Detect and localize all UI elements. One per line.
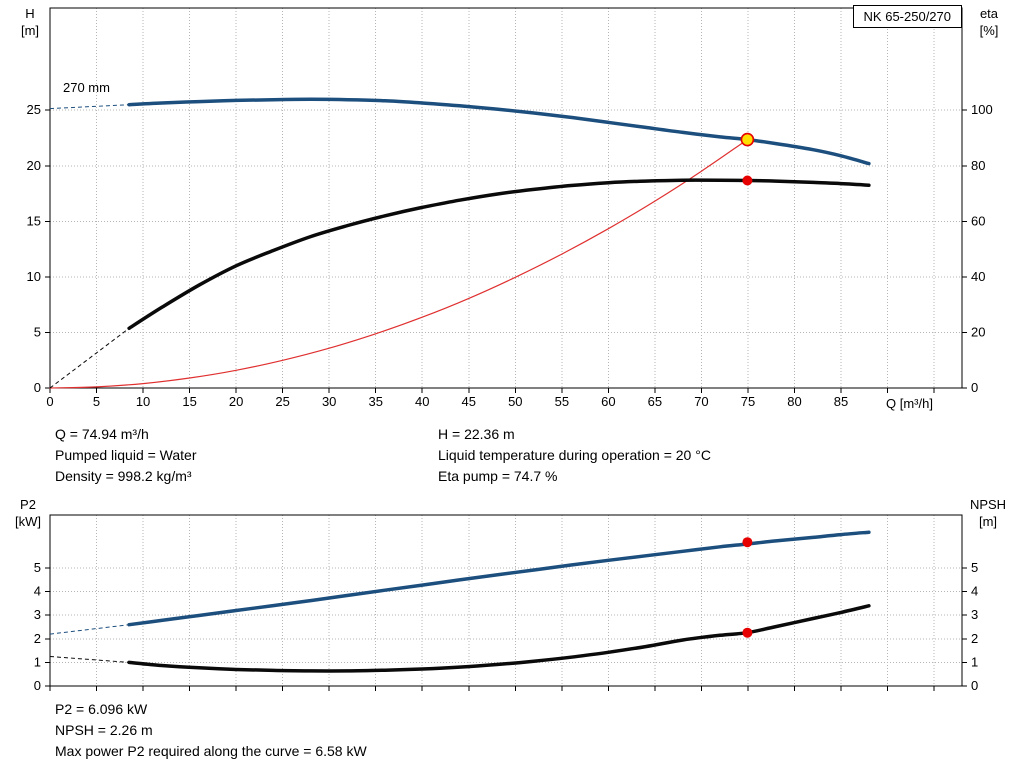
- pumped-liquid-line: Pumped liquid = Water: [55, 447, 197, 463]
- eta-pump-line: Eta pump = 74.7 %: [438, 468, 558, 484]
- svg-text:15: 15: [27, 213, 41, 228]
- svg-text:45: 45: [462, 394, 476, 409]
- svg-text:85: 85: [834, 394, 848, 409]
- svg-text:10: 10: [27, 269, 41, 284]
- svg-text:15: 15: [182, 394, 196, 409]
- svg-text:0: 0: [971, 678, 978, 693]
- plot-frame: [49, 7, 963, 389]
- svg-text:3: 3: [971, 607, 978, 622]
- head-axis-unit-label: H [m]: [10, 5, 50, 39]
- svg-text:5: 5: [34, 324, 41, 339]
- svg-text:35: 35: [368, 394, 382, 409]
- svg-text:1: 1: [971, 654, 978, 669]
- npsh-point-marker: [742, 627, 753, 638]
- series-p2-curve: [127, 530, 871, 627]
- pump-model-box: NK 65-250/270: [852, 5, 962, 28]
- svg-text:5: 5: [34, 560, 41, 575]
- p2-axis-unit: [kW]: [15, 514, 41, 529]
- svg-text:4: 4: [34, 584, 41, 599]
- tick-labels: 0 1 2 3 4 5 0 1 2 3 4 5: [34, 560, 978, 693]
- svg-text:3: 3: [34, 607, 41, 622]
- p2-value-line: P2 = 6.096 kW: [55, 701, 148, 717]
- svg-text:0: 0: [971, 380, 978, 395]
- npsh-value-line: NPSH = 2.26 m: [55, 722, 153, 738]
- liquid-temperature-line: Liquid temperature during operation = 20…: [438, 447, 711, 463]
- svg-text:75: 75: [741, 394, 755, 409]
- svg-text:70: 70: [694, 394, 708, 409]
- p2-axis-symbol: P2: [20, 497, 36, 512]
- svg-text:55: 55: [555, 394, 569, 409]
- npsh-axis-symbol: NPSH: [969, 497, 1007, 512]
- svg-text:65: 65: [648, 394, 662, 409]
- tick-labels: 0 5 10 15 20 25 30 35 40 45 50 55 60 65 70 75 80 85 0 5 10 15…: [27, 102, 993, 409]
- series-npsh-curve-dashed: [49, 656, 130, 663]
- head-value-line: H = 22.36 m: [438, 426, 515, 442]
- chart-p2npsh: 0 1 2 3 4 5 0 1 2 3 4 5: [34, 514, 978, 693]
- impeller-diameter-label: 270 mm: [63, 80, 110, 95]
- svg-text:0: 0: [34, 678, 41, 693]
- p2-point-marker: [742, 537, 753, 548]
- series-head-curve-270mm: [127, 97, 871, 166]
- svg-text:40: 40: [971, 269, 985, 284]
- operating-info-right-column: H = 22.36 m Liquid temperature during op…: [438, 424, 711, 487]
- density-line: Density = 998.2 kg/m³: [55, 468, 192, 484]
- svg-text:4: 4: [971, 584, 978, 599]
- svg-text:5: 5: [971, 560, 978, 575]
- svg-text:20: 20: [27, 158, 41, 173]
- svg-text:80: 80: [971, 158, 985, 173]
- svg-text:60: 60: [971, 213, 985, 228]
- eta-axis-unit: [%]: [979, 23, 999, 38]
- series-efficiency-curve-dashed: [49, 327, 130, 389]
- head-axis-unit: [m]: [20, 23, 40, 38]
- head-axis-symbol: H: [25, 6, 35, 21]
- plot-frame: [49, 514, 963, 687]
- p2-axis-unit-label: P2 [kW]: [6, 496, 50, 530]
- series-npsh-curve: [127, 604, 871, 673]
- flow-axis-label: Q [m³/h]: [886, 396, 933, 411]
- eta-axis-symbol: eta: [979, 6, 999, 21]
- svg-text:80: 80: [787, 394, 801, 409]
- svg-text:20: 20: [229, 394, 243, 409]
- chart-qh: 0 5 10 15 20 25 30 35 40 45 50 55 60 65 70 75 80 85 0 5 10 15…: [27, 7, 993, 409]
- svg-text:100: 100: [971, 102, 993, 117]
- series-efficiency-curve: [127, 178, 871, 331]
- eta-point-marker: [742, 175, 753, 186]
- axis-ticks: [45, 567, 967, 691]
- svg-text:50: 50: [508, 394, 522, 409]
- eta-axis-unit-label: eta [%]: [964, 5, 1014, 39]
- svg-text:30: 30: [322, 394, 336, 409]
- svg-text:40: 40: [415, 394, 429, 409]
- npsh-axis-unit-label: NPSH [m]: [958, 496, 1018, 530]
- svg-text:0: 0: [46, 394, 53, 409]
- svg-text:1: 1: [34, 654, 41, 669]
- flow-value-line: Q = 74.94 m³/h: [55, 426, 149, 442]
- svg-text:2: 2: [971, 631, 978, 646]
- svg-text:25: 25: [275, 394, 289, 409]
- gridlines: [50, 515, 962, 686]
- svg-text:2: 2: [34, 631, 41, 646]
- svg-text:10: 10: [136, 394, 150, 409]
- svg-text:20: 20: [971, 324, 985, 339]
- operating-info-left-column: Q = 74.94 m³/h Pumped liquid = Water Den…: [55, 424, 197, 487]
- series-p2-curve-dashed: [49, 624, 130, 635]
- npsh-axis-unit: [m]: [978, 514, 998, 529]
- power-info-block: P2 = 6.096 kW NPSH = 2.26 m Max power P2…: [55, 699, 367, 762]
- series-system-curve: [49, 139, 748, 389]
- svg-text:0: 0: [34, 380, 41, 395]
- gridlines: [50, 8, 962, 388]
- svg-text:25: 25: [27, 102, 41, 117]
- series-head-curve-270mm-dashed: [49, 104, 130, 110]
- axis-ticks: [45, 109, 967, 393]
- duty-point-marker: [740, 132, 755, 147]
- svg-text:60: 60: [601, 394, 615, 409]
- svg-text:5: 5: [93, 394, 100, 409]
- max-power-line: Max power P2 required along the curve = …: [55, 743, 367, 759]
